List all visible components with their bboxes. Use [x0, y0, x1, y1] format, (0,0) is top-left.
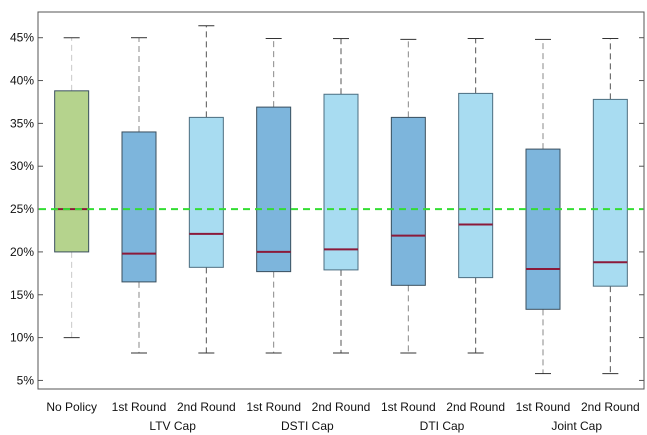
y-tick-label: 5% — [17, 373, 35, 387]
box-item — [525, 38, 561, 375]
group-label: LTV Cap — [149, 419, 196, 433]
x-tick-label: 1st Round — [112, 400, 167, 414]
boxes-layer — [54, 25, 628, 375]
y-tick-label: 25% — [10, 202, 34, 216]
y-tick-label: 40% — [10, 74, 34, 88]
y-tick-label: 10% — [10, 331, 34, 345]
box-iqr — [256, 106, 292, 273]
box-item — [390, 38, 426, 354]
box-iqr — [54, 90, 90, 253]
y-tick-label: 15% — [10, 288, 34, 302]
x-tick-label: 2nd Round — [177, 400, 236, 414]
x-tick-label: 1st Round — [246, 400, 301, 414]
box-item — [592, 38, 628, 375]
y-tick-label: 45% — [10, 31, 34, 45]
box-iqr — [458, 92, 494, 279]
box-item — [188, 25, 224, 354]
box-item — [121, 37, 157, 354]
x-tick-label: No Policy — [46, 400, 97, 414]
x-tick-label: 2nd Round — [581, 400, 640, 414]
box-item — [458, 38, 494, 354]
box-iqr — [121, 131, 157, 283]
box-iqr — [390, 116, 426, 286]
x-tick-label: 1st Round — [381, 400, 436, 414]
box-item — [54, 37, 90, 339]
x-tick-label: 2nd Round — [312, 400, 371, 414]
box-iqr — [188, 116, 224, 268]
x-axis-labels: No Policy 1st Round 2nd Round 1st Round 2nd … — [46, 400, 639, 414]
y-tick-label: 20% — [10, 245, 34, 259]
group-label: DTI Cap — [420, 419, 465, 433]
group-label: DSTI Cap — [281, 419, 334, 433]
y-tick-label: 35% — [10, 116, 34, 130]
box-item — [323, 38, 359, 354]
group-label: Joint Cap — [551, 419, 602, 433]
y-axis: 5% 10% 15% 20% 25% 30% 35% 40% 45% — [10, 31, 644, 387]
box-iqr — [592, 98, 628, 287]
box-iqr — [525, 148, 561, 310]
x-tick-label: 1st Round — [516, 400, 571, 414]
group-labels: LTV Cap DSTI Cap DTI Cap Joint Cap — [149, 419, 602, 433]
box-iqr — [323, 93, 359, 271]
y-tick-label: 30% — [10, 159, 34, 173]
x-tick-label: 2nd Round — [446, 400, 505, 414]
box-item — [256, 38, 292, 354]
